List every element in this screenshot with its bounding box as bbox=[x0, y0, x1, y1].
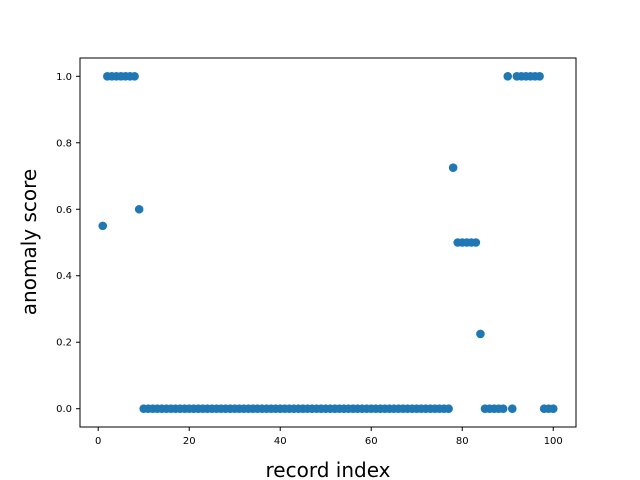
x-axis-label: record index bbox=[266, 458, 391, 480]
data-point bbox=[507, 404, 517, 414]
plot-area bbox=[80, 58, 576, 427]
y-tick-label: 1.0 bbox=[56, 72, 72, 83]
x-tick-label: 0 bbox=[95, 436, 101, 447]
data-point bbox=[548, 404, 558, 414]
data-point bbox=[98, 221, 108, 231]
x-tick-label: 100 bbox=[544, 436, 563, 447]
x-tick-label: 80 bbox=[456, 436, 469, 447]
data-point bbox=[535, 71, 544, 81]
data-point bbox=[444, 404, 453, 414]
y-tick-label: 0.6 bbox=[56, 205, 72, 216]
y-tick-label: 0.4 bbox=[56, 271, 72, 282]
data-point bbox=[498, 404, 508, 414]
data-point bbox=[471, 238, 481, 247]
data-point bbox=[476, 329, 485, 339]
data-point bbox=[134, 204, 144, 214]
y-tick-label: 0.0 bbox=[56, 404, 72, 415]
x-tick-label: 20 bbox=[183, 436, 196, 447]
x-tick-label: 40 bbox=[274, 436, 287, 447]
x-tick-label: 60 bbox=[365, 436, 378, 447]
plot-frame bbox=[79, 57, 577, 428]
y-axis-ticks: 0.0 0.2 0.4 0.6 0.8 1.0 bbox=[56, 72, 80, 415]
data-point bbox=[448, 163, 458, 172]
y-tick-label: 0.2 bbox=[56, 338, 72, 349]
y-tick-label: 0.8 bbox=[56, 138, 72, 149]
y-axis-label: anomaly score bbox=[17, 169, 41, 315]
x-axis-ticks: 0 20 40 60 80 100 bbox=[95, 427, 563, 447]
data-point bbox=[130, 71, 139, 81]
data-point bbox=[503, 71, 513, 81]
data-points bbox=[98, 71, 558, 414]
